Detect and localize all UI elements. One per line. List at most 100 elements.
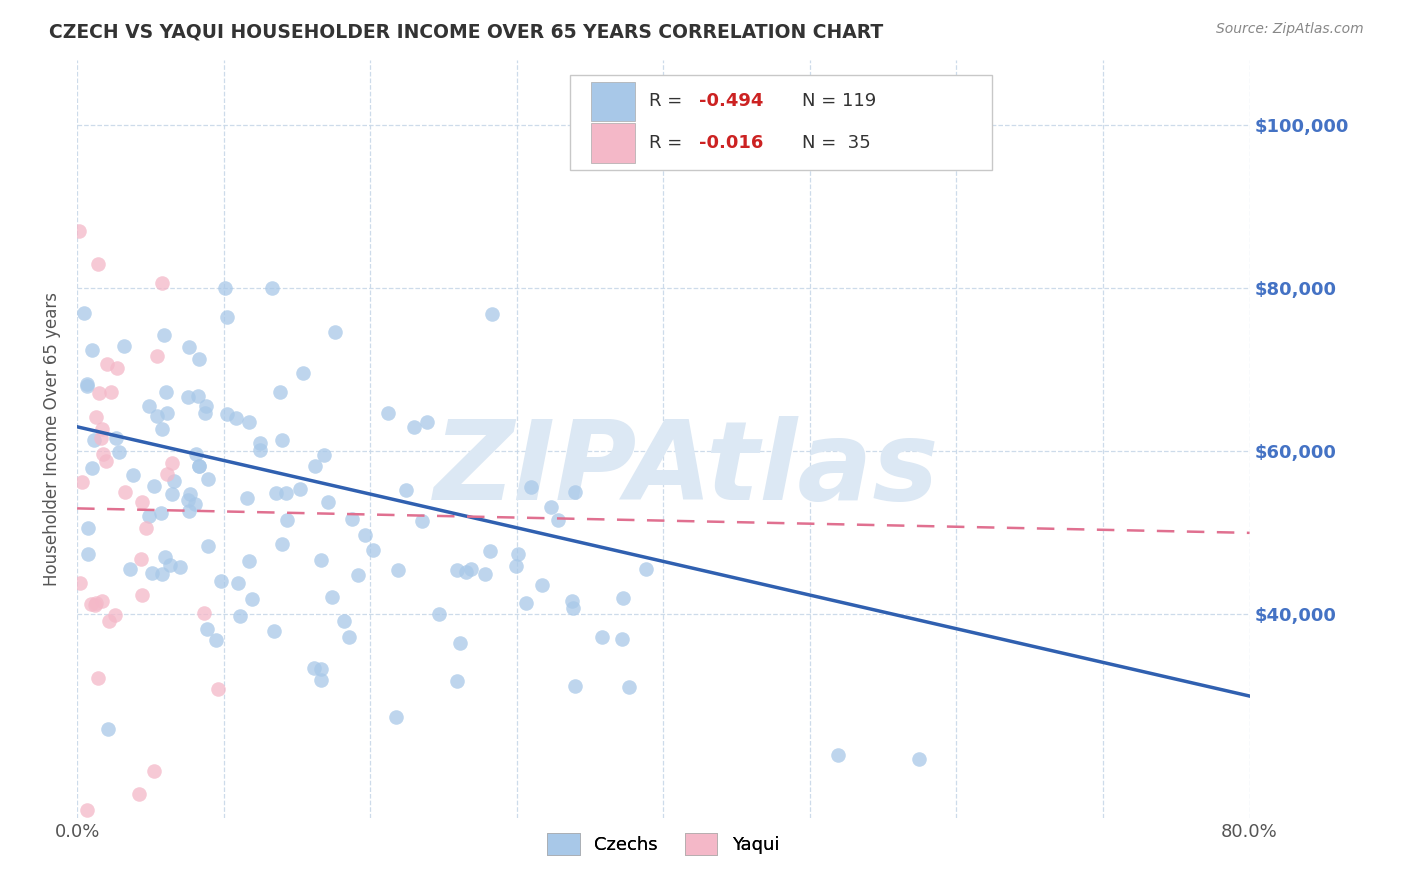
Point — [177, 492, 200, 507]
FancyBboxPatch shape — [591, 81, 636, 121]
Point — [427, 607, 450, 622]
Point — [260, 281, 283, 295]
Point — [197, 539, 219, 553]
Point — [236, 491, 259, 505]
Point — [342, 512, 364, 526]
Point — [316, 495, 339, 509]
Point — [141, 566, 163, 580]
Point — [612, 591, 634, 605]
Point — [187, 458, 209, 473]
Point — [188, 458, 211, 473]
Point — [214, 281, 236, 295]
Point — [215, 310, 238, 324]
Point — [150, 276, 173, 290]
Point — [188, 352, 211, 367]
Point — [77, 547, 100, 561]
Point — [309, 662, 332, 676]
Point — [460, 562, 482, 576]
Text: CZECH VS YAQUI HOUSEHOLDER INCOME OVER 65 YEARS CORRELATION CHART: CZECH VS YAQUI HOUSEHOLDER INCOME OVER 6… — [49, 22, 883, 41]
Point — [591, 630, 613, 644]
Text: N =  35: N = 35 — [801, 134, 870, 152]
Point — [91, 422, 114, 436]
Point — [238, 554, 260, 568]
Point — [80, 460, 103, 475]
Point — [474, 567, 496, 582]
Point — [146, 349, 169, 363]
Point — [195, 622, 218, 636]
Point — [97, 722, 120, 736]
Point — [142, 764, 165, 778]
Point — [179, 340, 201, 354]
Point — [264, 485, 287, 500]
Point — [131, 495, 153, 509]
Point — [138, 399, 160, 413]
Point — [229, 608, 252, 623]
Point — [177, 390, 200, 404]
Point — [82, 343, 104, 358]
Point — [395, 483, 418, 498]
Point — [269, 385, 291, 400]
Point — [70, 475, 93, 489]
Point — [83, 598, 105, 612]
Text: -0.494: -0.494 — [699, 93, 763, 111]
Point — [131, 588, 153, 602]
Point — [104, 608, 127, 623]
Point — [104, 431, 127, 445]
Point — [209, 574, 232, 588]
Point — [179, 820, 201, 834]
Point — [411, 514, 433, 528]
Point — [562, 601, 585, 615]
Point — [96, 357, 118, 371]
Point — [118, 562, 141, 576]
Point — [304, 458, 326, 473]
Point — [138, 509, 160, 524]
Point — [159, 558, 181, 573]
Point — [290, 482, 312, 496]
Point — [225, 410, 247, 425]
Text: -0.016: -0.016 — [699, 134, 763, 152]
Point — [160, 486, 183, 500]
Point — [361, 543, 384, 558]
Point — [156, 467, 179, 481]
Point — [564, 679, 586, 693]
Point — [67, 224, 90, 238]
Point — [87, 257, 110, 271]
Point — [114, 484, 136, 499]
Point — [270, 537, 292, 551]
Point — [249, 442, 271, 457]
Point — [271, 433, 294, 447]
Point — [505, 558, 527, 573]
Point — [337, 630, 360, 644]
Point — [908, 752, 931, 766]
Point — [122, 467, 145, 482]
Point — [547, 513, 569, 527]
Point — [292, 366, 315, 380]
FancyBboxPatch shape — [591, 123, 636, 163]
Point — [827, 748, 849, 763]
Point — [112, 339, 135, 353]
Point — [564, 485, 586, 500]
Point — [238, 415, 260, 429]
Point — [346, 568, 368, 582]
Text: ZIPAtlas: ZIPAtlas — [434, 416, 939, 523]
Point — [160, 456, 183, 470]
Point — [184, 497, 207, 511]
Point — [145, 409, 167, 424]
Point — [87, 671, 110, 685]
Point — [321, 591, 343, 605]
Point — [194, 406, 217, 420]
Point — [205, 632, 228, 647]
Legend: Czechs, Yaqui: Czechs, Yaqui — [540, 826, 786, 863]
Point — [100, 385, 122, 400]
Point — [354, 527, 377, 541]
Point — [184, 447, 207, 461]
Point — [377, 406, 399, 420]
FancyBboxPatch shape — [569, 75, 991, 169]
Point — [169, 560, 191, 574]
Point — [76, 803, 98, 817]
Point — [226, 575, 249, 590]
Point — [274, 486, 297, 500]
Point — [108, 445, 131, 459]
Point — [128, 787, 150, 801]
Point — [387, 563, 409, 577]
